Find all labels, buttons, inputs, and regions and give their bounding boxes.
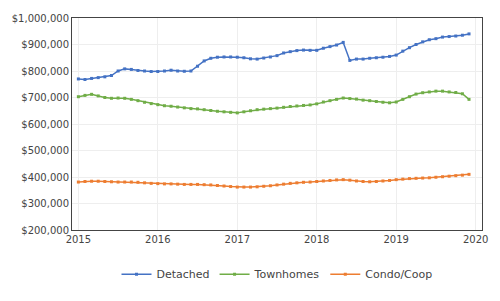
svg-text:Condo/Coop: Condo/Coop [365,268,432,281]
svg-text:2020: 2020 [463,234,488,245]
svg-text:$900,000: $900,000 [21,39,69,50]
svg-text:$700,000: $700,000 [21,92,69,103]
svg-text:$500,000: $500,000 [21,145,69,156]
svg-text:$600,000: $600,000 [21,119,69,130]
svg-text:2018: 2018 [304,234,329,245]
svg-text:$400,000: $400,000 [21,172,69,183]
svg-text:$200,000: $200,000 [21,225,69,236]
svg-text:$1,000,000: $1,000,000 [12,13,69,24]
svg-text:2015: 2015 [66,234,91,245]
svg-text:$300,000: $300,000 [21,198,69,209]
svg-text:$800,000: $800,000 [21,66,69,77]
svg-text:2016: 2016 [145,234,170,245]
svg-text:2017: 2017 [225,234,250,245]
svg-text:2019: 2019 [383,234,408,245]
svg-text:Detached: Detached [157,268,210,281]
svg-text:Townhomes: Townhomes [254,268,320,281]
